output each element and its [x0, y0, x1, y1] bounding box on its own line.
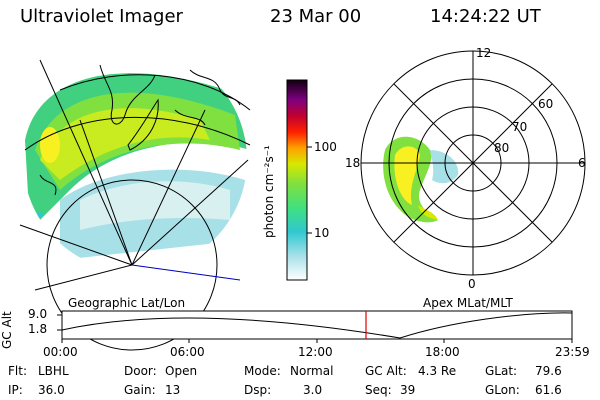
ip-label: IP:: [8, 383, 23, 397]
altitude-ylabel: GC Alt: [0, 311, 14, 349]
mlt-label-0: 0: [468, 277, 476, 291]
mode-label: Mode:: [244, 364, 281, 378]
geographic-image: [19, 48, 251, 351]
geo-panel-label: Geographic Lat/Lon: [68, 296, 186, 310]
altitude-plot: [57, 310, 573, 343]
polar-plot: [360, 50, 586, 276]
mlt-label-6: 6: [578, 156, 586, 170]
time-label: 14:24:22 UT: [430, 6, 541, 27]
altitude-xtick-1200: 12:00: [298, 345, 333, 359]
seq-value: 39: [400, 383, 416, 397]
altitude-xtick-1800: 18:00: [425, 345, 460, 359]
altitude-xtick-0600: 06:00: [170, 345, 205, 359]
polar-panel-label: Apex MLat/MLT: [423, 296, 513, 310]
glon-value: 61.6: [535, 383, 562, 397]
colorbar-unit-label: photon cm⁻²s⁻¹: [262, 145, 276, 238]
altitude-xtick-0000: 00:00: [43, 345, 78, 359]
lat-label-80: 80: [494, 141, 510, 155]
mlt-label-18: 18: [345, 156, 361, 170]
colorbar-tick-10: 10: [314, 226, 330, 240]
dsp-label: Dsp:: [244, 383, 272, 397]
dsp-value: 3.0: [303, 383, 323, 397]
filter-value: LBHL: [38, 364, 69, 378]
altitude-ytick-min: 1.8: [28, 322, 48, 336]
door-value: Open: [165, 364, 198, 378]
gc-alt-value: 4.3 Re: [418, 364, 457, 378]
lat-label-60: 60: [538, 97, 554, 111]
ip-value: 36.0: [38, 383, 65, 397]
date-label: 23 Mar 00: [270, 6, 362, 27]
gain-label: Gain:: [124, 383, 156, 397]
lat-label-70: 70: [512, 120, 528, 134]
glat-label: GLat:: [485, 364, 518, 378]
altitude-ytick-max: 9.0: [28, 307, 48, 321]
colorbar-tick-100: 100: [314, 140, 337, 154]
gc-alt-label: GC Alt:: [365, 364, 407, 378]
gain-value: 13: [165, 383, 181, 397]
color-scale-bar: [286, 79, 312, 281]
altitude-xtick-2359: 23:59: [555, 345, 590, 359]
filter-label: Flt:: [8, 364, 27, 378]
mode-value: Normal: [290, 364, 334, 378]
mlt-label-12: 12: [476, 46, 492, 60]
seq-label: Seq:: [365, 383, 392, 397]
glon-label: GLon:: [485, 383, 520, 397]
instrument-title: Ultraviolet Imager: [20, 6, 183, 27]
door-label: Door:: [124, 364, 157, 378]
glat-value: 79.6: [535, 364, 562, 378]
